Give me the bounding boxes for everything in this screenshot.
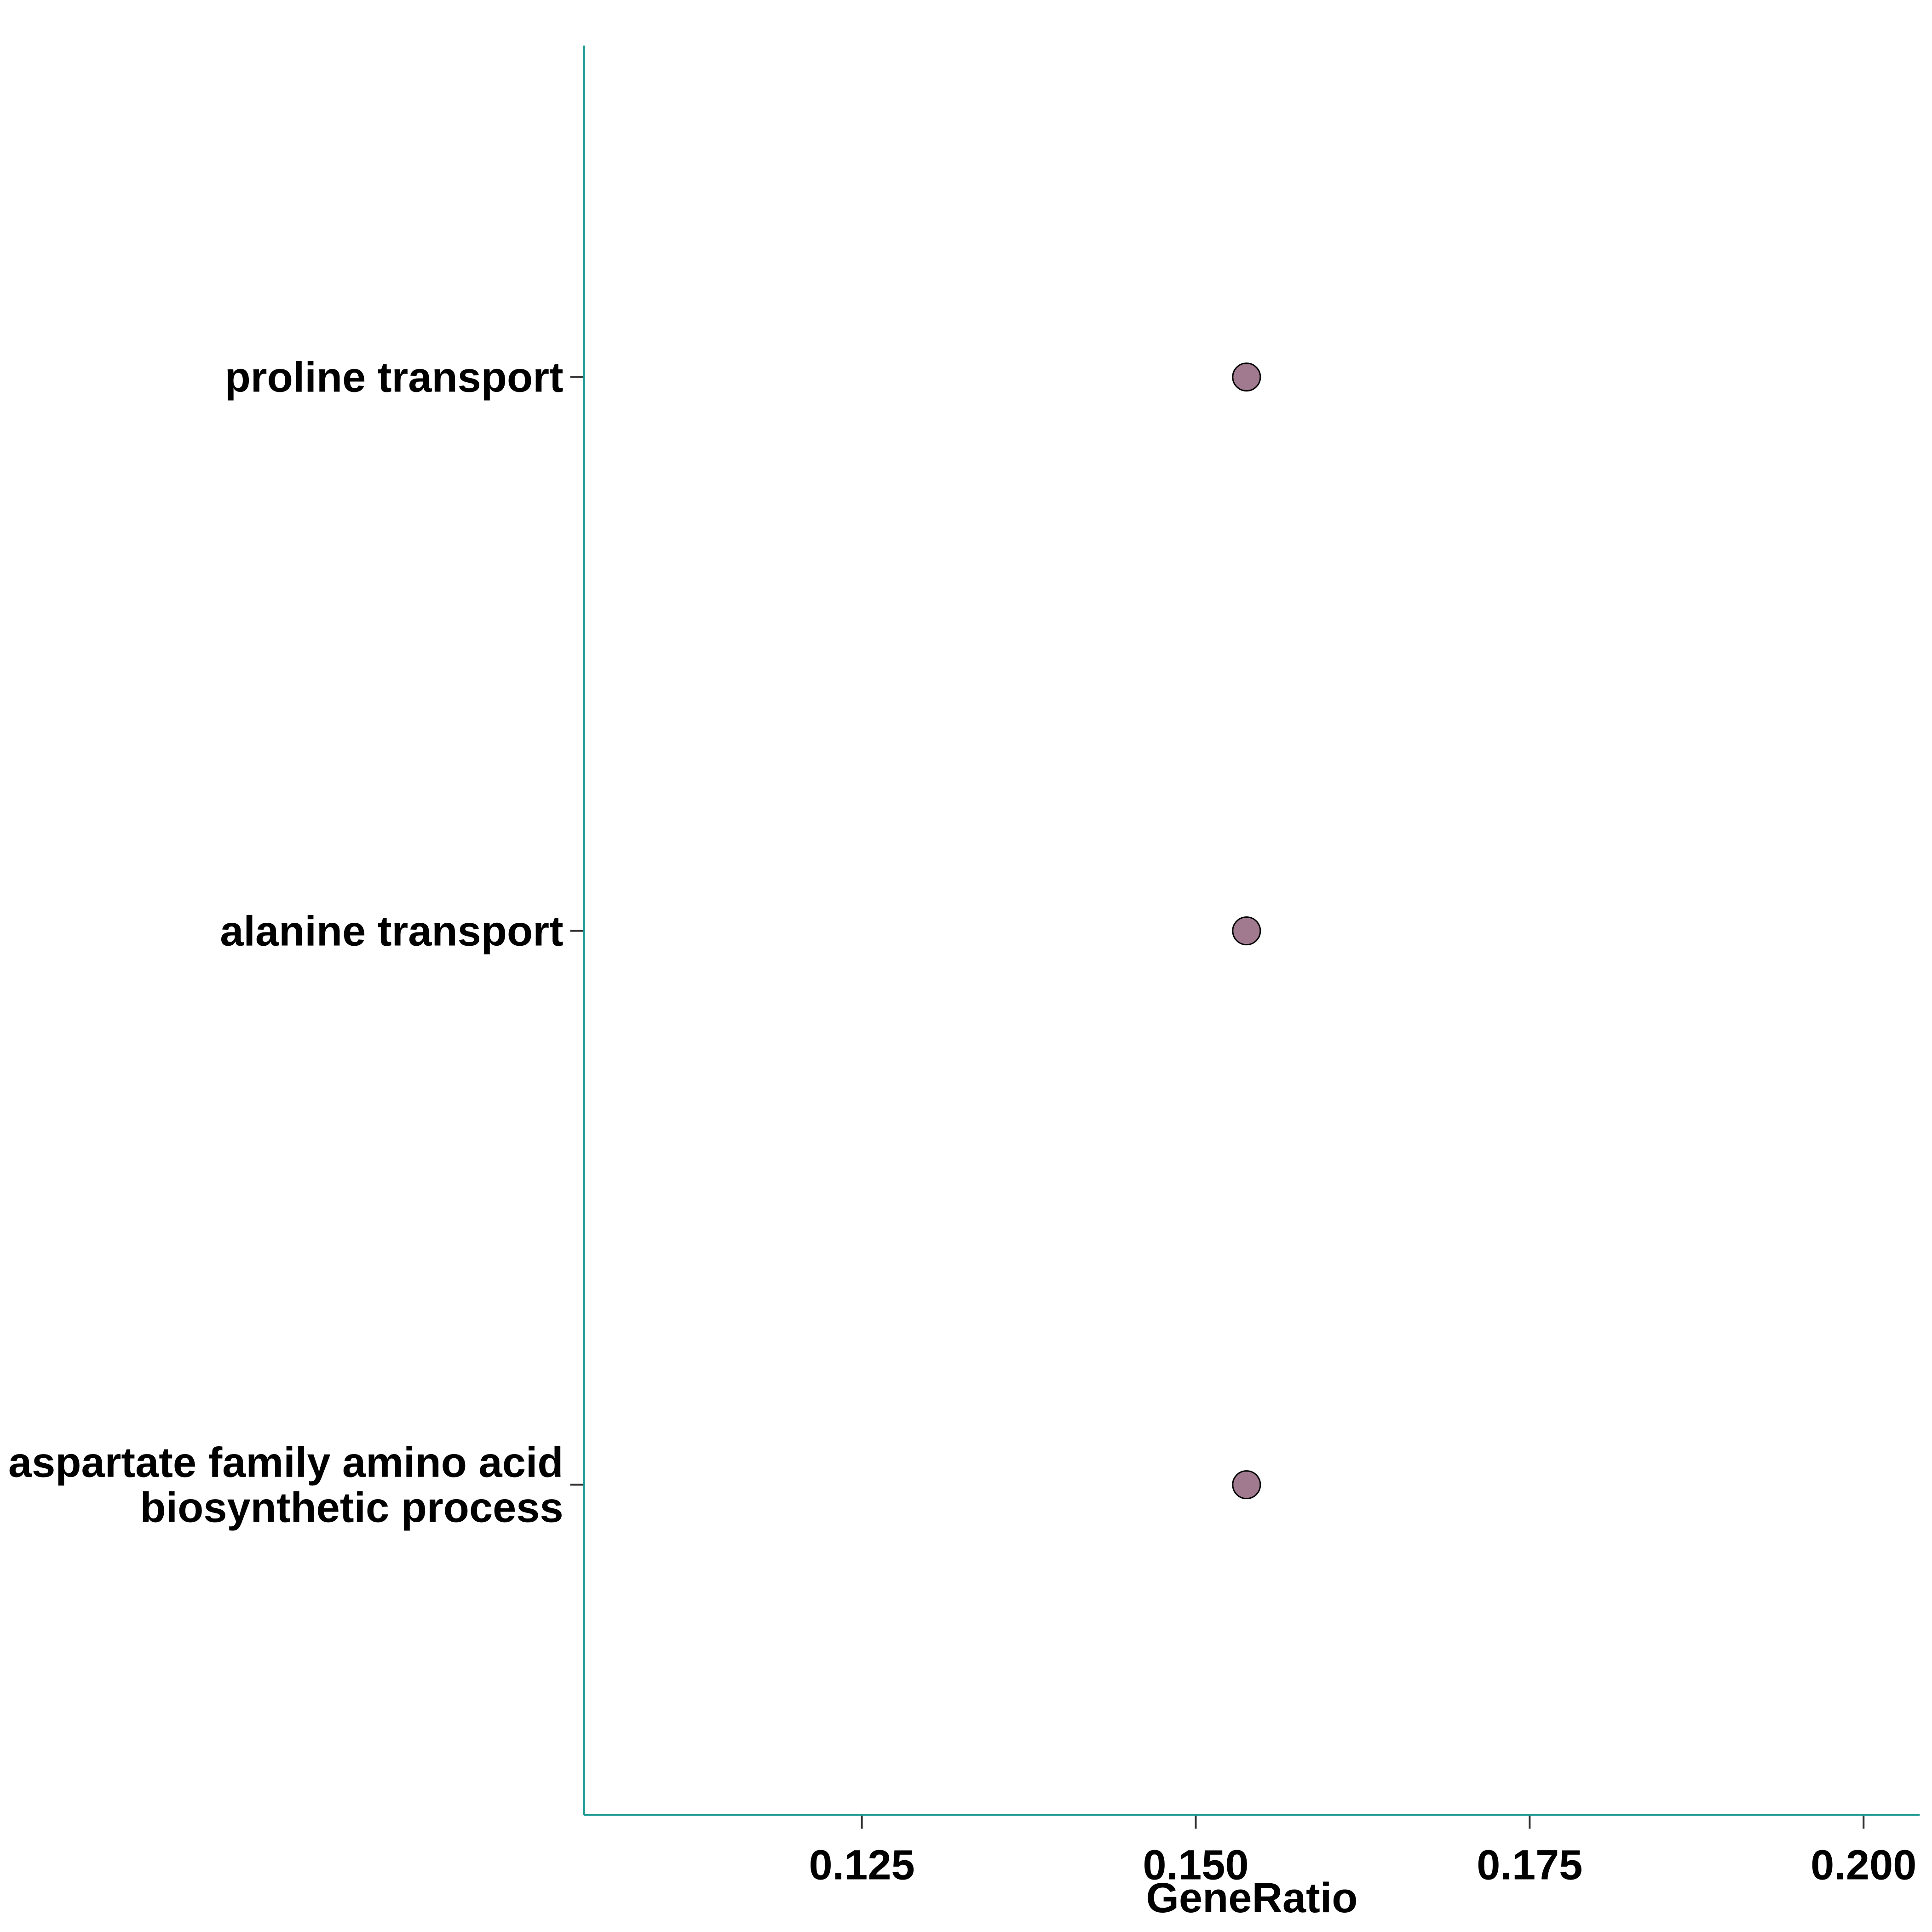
y-tick-label-line: alanine transport [220, 908, 563, 955]
y-tick-labels: proline transport alanine transport aspart… [8, 354, 564, 1531]
x-tick-label: 0.175 [1477, 1842, 1582, 1889]
y-tick-label-line: biosynthetic process [140, 1484, 563, 1531]
x-axis-title: GeneRatio [1146, 1874, 1357, 1921]
data-point [1232, 916, 1261, 946]
data-points [1232, 362, 1261, 1500]
y-tick-label: aspartate family amino acid biosynthetic … [8, 1439, 564, 1531]
x-tick-labels: 0.125 0.150 0.175 0.200 [809, 1842, 1916, 1889]
y-tick-label: proline transport [225, 354, 564, 401]
y-tick-label-line: aspartate family amino acid [8, 1439, 564, 1486]
x-tick-label: 0.125 [809, 1842, 914, 1889]
y-tick-label: alanine transport [220, 908, 563, 955]
y-tick-label-line: proline transport [225, 354, 564, 401]
data-point [1232, 1470, 1261, 1500]
x-ticks [861, 1815, 1865, 1829]
x-tick-label: 0.150 [1143, 1842, 1248, 1889]
y-ticks [570, 376, 584, 1486]
data-point [1232, 362, 1261, 392]
x-tick-label: 0.200 [1811, 1842, 1916, 1889]
